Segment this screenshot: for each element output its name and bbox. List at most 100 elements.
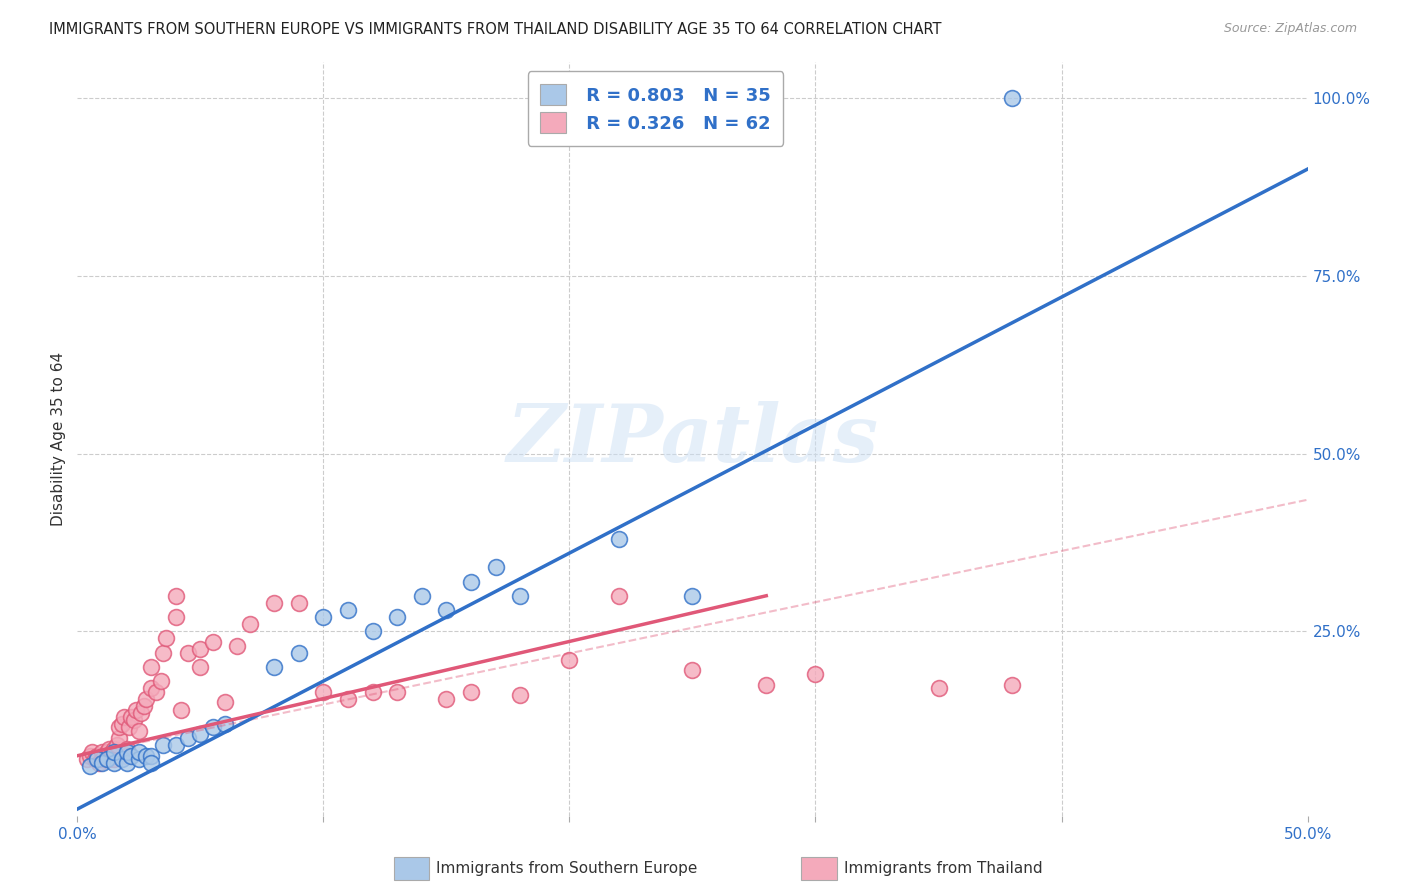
Point xyxy=(103,752,125,766)
Point xyxy=(115,741,138,756)
Point xyxy=(201,720,224,734)
Point xyxy=(436,603,458,617)
Legend:  R = 0.803   N = 35,  R = 0.326   N = 62: R = 0.803 N = 35, R = 0.326 N = 62 xyxy=(527,71,783,145)
Point xyxy=(98,752,121,766)
Point xyxy=(89,756,111,770)
Point xyxy=(128,723,150,738)
Point xyxy=(128,745,150,759)
Point xyxy=(98,741,121,756)
Point xyxy=(125,702,148,716)
Point xyxy=(121,709,143,723)
Point xyxy=(155,632,177,646)
Point xyxy=(111,752,132,766)
Point xyxy=(112,709,135,723)
Point xyxy=(79,759,101,773)
Point xyxy=(141,681,163,696)
Point xyxy=(755,678,778,692)
Point xyxy=(509,589,531,603)
Point xyxy=(103,741,125,756)
Point xyxy=(103,756,125,770)
Point xyxy=(111,716,132,731)
Point xyxy=(90,756,114,770)
Point xyxy=(152,738,174,752)
Point xyxy=(135,748,157,763)
Point xyxy=(177,646,200,660)
Point xyxy=(214,695,236,709)
Point xyxy=(387,610,409,624)
Point xyxy=(90,745,114,759)
Point xyxy=(118,720,141,734)
Point xyxy=(170,702,193,716)
Point xyxy=(101,745,124,759)
Point xyxy=(214,716,236,731)
Point xyxy=(141,756,163,770)
Point xyxy=(558,653,581,667)
Point xyxy=(86,748,108,763)
Point xyxy=(132,698,155,713)
Point xyxy=(509,688,531,702)
Point xyxy=(226,639,249,653)
Text: IMMIGRANTS FROM SOUTHERN EUROPE VS IMMIGRANTS FROM THAILAND DISABILITY AGE 35 TO: IMMIGRANTS FROM SOUTHERN EUROPE VS IMMIG… xyxy=(49,22,942,37)
Point xyxy=(108,720,131,734)
Point xyxy=(177,731,200,745)
Point xyxy=(165,610,187,624)
Point xyxy=(105,738,128,752)
Point xyxy=(76,752,98,766)
Point xyxy=(485,560,508,574)
Point xyxy=(86,752,108,766)
Point xyxy=(312,684,335,698)
Y-axis label: Disability Age 35 to 64: Disability Age 35 to 64 xyxy=(51,352,66,526)
Point xyxy=(122,713,145,727)
Point xyxy=(145,684,167,698)
Point xyxy=(312,610,335,624)
Point xyxy=(607,589,630,603)
Point xyxy=(361,684,384,698)
Point xyxy=(682,589,704,603)
Point xyxy=(190,727,212,741)
Point xyxy=(115,745,138,759)
Point xyxy=(82,745,104,759)
Text: Immigrants from Thailand: Immigrants from Thailand xyxy=(844,862,1042,876)
Point xyxy=(682,664,704,678)
Point xyxy=(190,642,212,657)
Point xyxy=(201,635,224,649)
Point xyxy=(141,748,163,763)
Point xyxy=(121,748,143,763)
Point xyxy=(361,624,384,639)
Point xyxy=(460,684,482,698)
Point xyxy=(1001,91,1024,105)
Point xyxy=(135,691,157,706)
Text: ZIPatlas: ZIPatlas xyxy=(506,401,879,478)
Point xyxy=(190,660,212,674)
Point xyxy=(928,681,950,696)
Point xyxy=(411,589,433,603)
Point xyxy=(83,752,105,766)
Point xyxy=(128,752,150,766)
Point xyxy=(96,752,118,766)
Text: Immigrants from Southern Europe: Immigrants from Southern Europe xyxy=(436,862,697,876)
Point xyxy=(337,691,360,706)
Point xyxy=(152,646,174,660)
Point xyxy=(115,756,138,770)
Point xyxy=(150,674,173,689)
Point xyxy=(387,684,409,698)
Point xyxy=(460,574,482,589)
Text: Source: ZipAtlas.com: Source: ZipAtlas.com xyxy=(1223,22,1357,36)
Point xyxy=(165,738,187,752)
Point xyxy=(79,748,101,763)
Point xyxy=(131,706,153,720)
Point xyxy=(1001,678,1024,692)
Point xyxy=(141,660,163,674)
Point xyxy=(103,745,125,759)
Point xyxy=(607,532,630,546)
Point xyxy=(108,731,131,745)
Point xyxy=(263,660,285,674)
Point xyxy=(436,691,458,706)
Point xyxy=(96,745,118,759)
Point xyxy=(804,667,827,681)
Point xyxy=(165,589,187,603)
Point xyxy=(288,596,311,610)
Point xyxy=(90,752,114,766)
Point xyxy=(263,596,285,610)
Point xyxy=(288,646,311,660)
